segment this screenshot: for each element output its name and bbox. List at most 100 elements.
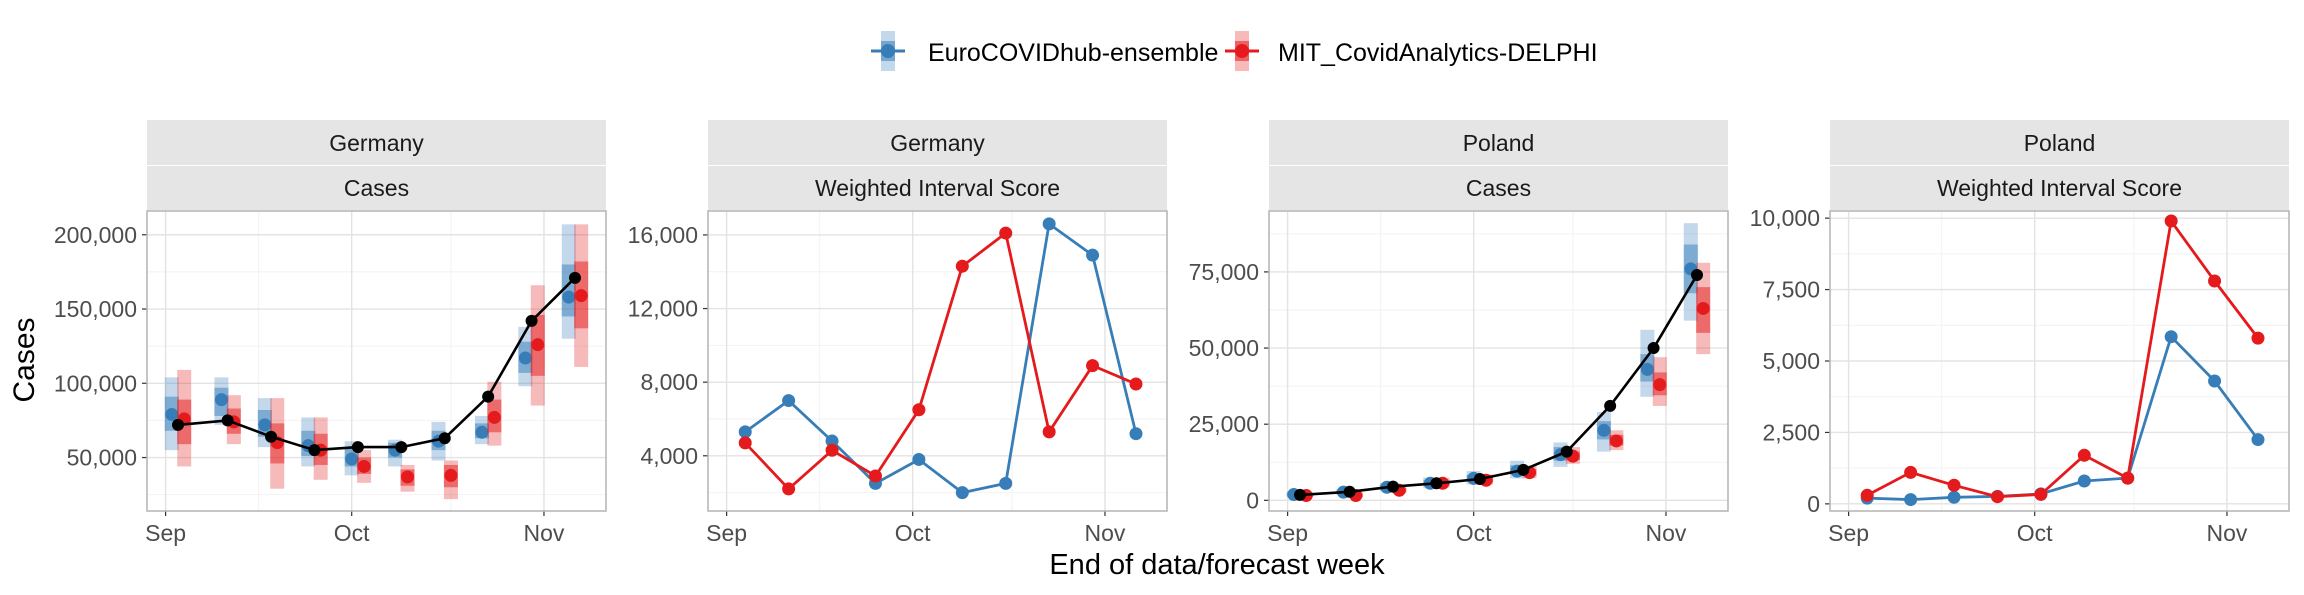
series-line	[1866, 217, 2260, 499]
truth-point	[308, 444, 321, 457]
panel-border	[1829, 210, 2290, 512]
truth-point	[395, 441, 408, 454]
truth-point	[1430, 477, 1443, 490]
legend-item-delphi: MIT_CovidAnalytics-DELPHI	[1225, 31, 1598, 71]
series-point	[912, 452, 926, 466]
y-tick-label: 16,000	[628, 222, 698, 248]
forecast-median-point	[357, 459, 371, 473]
strip-location-label: Poland	[2024, 130, 2096, 156]
x-tick-label: Oct	[2017, 520, 2053, 546]
series-delphi	[1860, 214, 2265, 504]
truth-point	[1294, 488, 1307, 501]
series-line	[1867, 334, 2260, 502]
strip-location	[1269, 120, 1728, 165]
forecast-median-point	[574, 289, 588, 303]
strip-metric	[1269, 166, 1728, 210]
strip-location-label: Germany	[329, 130, 424, 156]
panel-2: Germany Weighted Interval Score 4,000 8,000…	[628, 120, 1168, 546]
x-tick-label: Nov	[2207, 520, 2248, 546]
forecast-median-point	[214, 393, 228, 407]
series-point	[955, 259, 969, 273]
series-point	[2034, 487, 2048, 501]
series-point	[738, 436, 752, 450]
y-tick-label: 12,000	[628, 296, 698, 322]
panel-4: Poland Weighted Interval Score 0 2,500 5,000…	[1750, 120, 2290, 546]
y-tick-label: 8,000	[640, 369, 698, 395]
y-tick-label: 5,000	[1762, 348, 1820, 374]
series-point	[1086, 359, 1100, 373]
y-tick-label: 50,000	[1189, 335, 1259, 361]
series-point	[999, 226, 1013, 240]
forecast-median-point	[444, 468, 458, 482]
forecast-median-point	[258, 418, 272, 432]
forecast-median-point	[1640, 362, 1654, 376]
series-point	[738, 425, 752, 439]
series-point	[2121, 471, 2135, 485]
y-tick-label: 200,000	[54, 222, 137, 248]
truth-point	[1647, 342, 1660, 355]
forecast-median-point	[401, 470, 415, 484]
series-point	[825, 443, 839, 457]
series-point	[1947, 490, 1961, 504]
panel-border	[707, 210, 1168, 512]
truth-point	[438, 432, 451, 445]
y-tick-label: 150,000	[54, 296, 137, 322]
series-point	[2164, 214, 2178, 228]
series-point	[1904, 465, 1918, 479]
y-axis-title: Cases	[8, 317, 41, 402]
x-tick-label: Sep	[1267, 520, 1308, 546]
y-tick-label: 10,000	[1750, 205, 1820, 231]
y-tick-label: 100,000	[54, 370, 137, 396]
series-point	[1129, 427, 1143, 441]
series-point	[2251, 331, 2265, 345]
series-point	[1947, 478, 1961, 492]
series-point	[1129, 377, 1143, 391]
panel-3: Poland Cases 0 25,000 50,000 75,000 Sep Oct Nov	[1189, 120, 1729, 546]
truth-point	[568, 271, 581, 284]
series-point	[2077, 448, 2091, 462]
truth-point	[1517, 463, 1530, 476]
x-tick-label: Oct	[895, 520, 931, 546]
forecast-median-point	[518, 351, 532, 365]
x-axis-title: End of data/forecast week	[1049, 549, 1385, 581]
truth-point	[221, 414, 234, 427]
x-tick-label: Oct	[334, 520, 370, 546]
series-point	[1042, 425, 1056, 439]
series-point	[868, 469, 882, 483]
x-tick-label: Oct	[1456, 520, 1492, 546]
x-tick-label: Nov	[1646, 520, 1687, 546]
panel-border	[1268, 210, 1729, 512]
truth-point	[265, 430, 278, 443]
forecast-median-point	[345, 452, 359, 466]
series-point	[1860, 488, 1874, 502]
series-ensemble	[738, 217, 1143, 500]
x-tick-label: Sep	[145, 520, 186, 546]
strip-metric-label: Cases	[1466, 175, 1531, 201]
series-line	[744, 221, 1138, 495]
truth-point	[1473, 473, 1486, 486]
series-point	[1904, 493, 1918, 507]
x-tick-label: Sep	[1828, 520, 1869, 546]
series-point	[999, 476, 1013, 490]
truth-point	[1387, 480, 1400, 493]
legend-label: EuroCOVIDhub-ensemble	[928, 39, 1218, 67]
strip-metric-label: Cases	[344, 175, 409, 201]
forecast-median-point	[487, 410, 501, 424]
x-tick-label: Sep	[706, 520, 747, 546]
strip-metric-label: Weighted Interval Score	[1937, 175, 2182, 201]
y-tick-label: 7,500	[1762, 277, 1820, 303]
series-point	[912, 403, 926, 417]
observed-truth	[172, 271, 581, 457]
truth-line	[177, 276, 576, 452]
y-tick-label: 75,000	[1189, 259, 1259, 285]
truth-point	[1690, 268, 1703, 281]
facet-panels: Germany Cases 50,000 100,000 150,000 200,000 S…	[54, 120, 2290, 546]
truth-point	[172, 418, 185, 431]
series-delphi	[738, 226, 1143, 496]
series-point	[1086, 248, 1100, 262]
series-point	[955, 486, 969, 500]
series-point	[2164, 330, 2178, 344]
x-tick-label: Nov	[1085, 520, 1126, 546]
strip-metric	[147, 166, 606, 210]
